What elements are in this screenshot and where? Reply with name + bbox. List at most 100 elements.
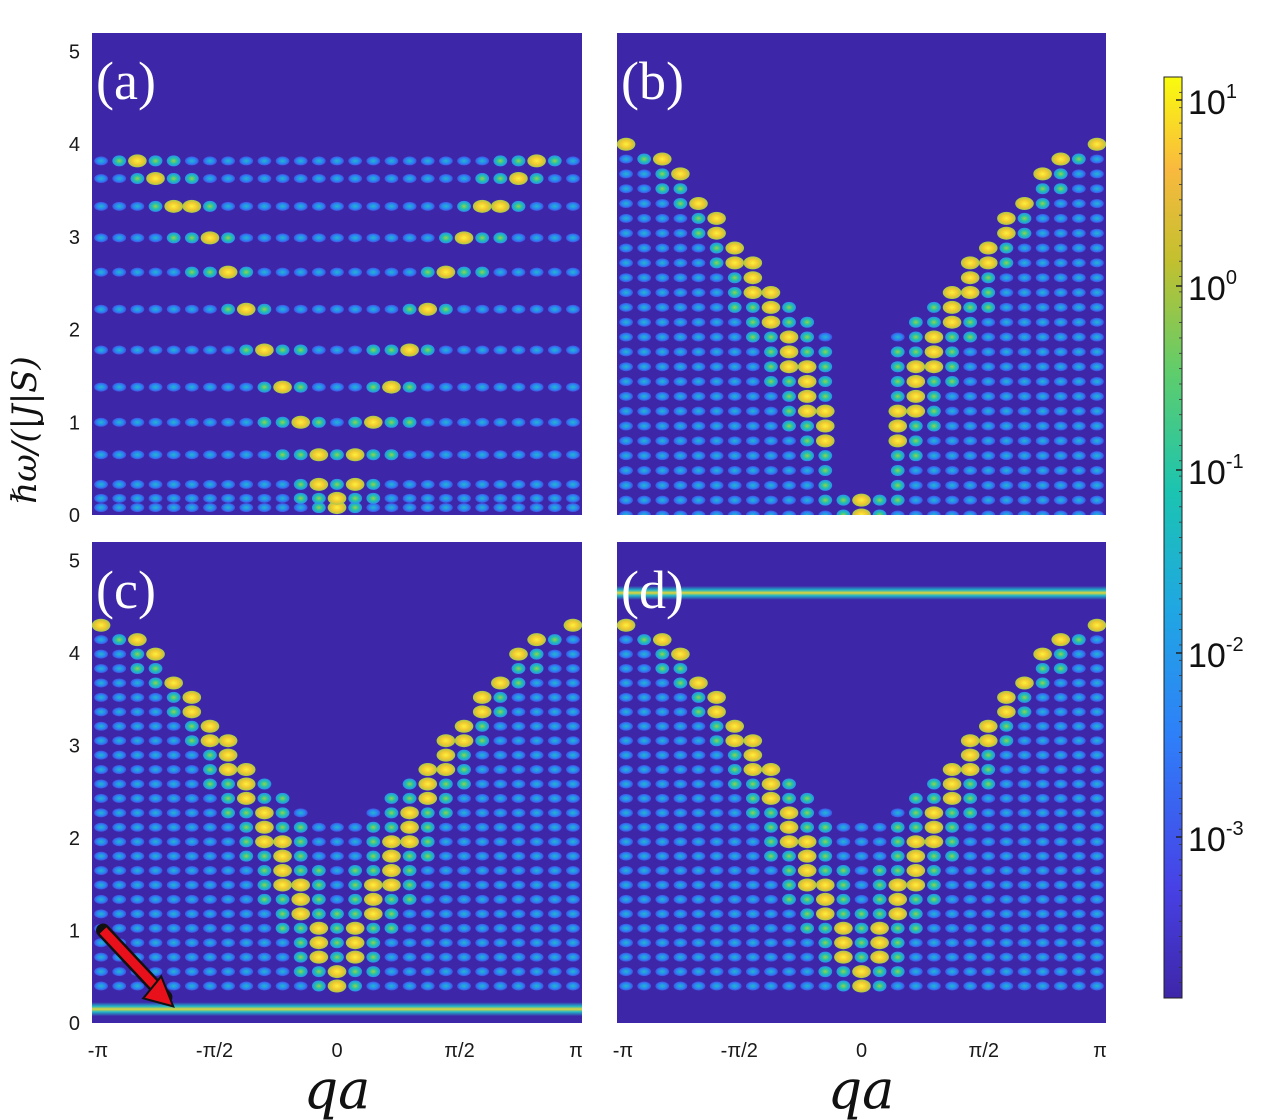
heatmap-cell	[800, 893, 815, 905]
heatmap-cell	[547, 345, 562, 355]
heatmap-cell	[309, 950, 329, 964]
heatmap-cell	[330, 417, 344, 427]
heatmap-cell	[566, 479, 580, 489]
heatmap-cell	[743, 286, 763, 300]
heatmap-cell	[1017, 866, 1032, 876]
heatmap-cell	[457, 493, 471, 503]
heatmap-cell	[221, 382, 236, 392]
heatmap-cell	[511, 952, 526, 962]
heatmap-cell	[348, 837, 363, 847]
heatmap-cell	[475, 493, 490, 503]
heatmap-cell	[945, 894, 959, 904]
heatmap-cell	[112, 736, 127, 746]
heatmap-cell	[366, 966, 381, 978]
heatmap-cell	[655, 480, 670, 490]
heatmap-cell	[727, 406, 742, 416]
heatmap-cell	[797, 849, 817, 863]
heatmap-cell	[348, 879, 363, 891]
heatmap-cell	[363, 415, 383, 429]
heatmap-cell	[872, 893, 887, 905]
heatmap-cell	[184, 894, 199, 904]
heatmap-cell	[475, 894, 490, 904]
heatmap-cell	[327, 979, 347, 993]
heatmap-cell	[438, 778, 453, 790]
heatmap-cell	[166, 155, 181, 167]
heatmap-cell	[655, 909, 670, 919]
heatmap-cell	[547, 678, 562, 688]
heatmap-cell	[457, 156, 471, 166]
heatmap-cell	[112, 664, 127, 674]
heatmap-cell	[184, 382, 199, 392]
heatmap-cell	[745, 938, 760, 948]
heatmap-cell	[945, 495, 959, 505]
heatmap-cell	[779, 820, 799, 834]
heatmap-cell	[927, 850, 941, 862]
heatmap-cell	[673, 808, 688, 818]
heatmap-cell	[655, 648, 670, 660]
heatmap-cell	[112, 894, 127, 904]
heatmap-cell	[890, 865, 905, 877]
heatmap-cell	[1035, 183, 1050, 195]
heatmap-cell	[547, 479, 562, 489]
heatmap-cell	[743, 734, 763, 748]
heatmap-cell	[908, 420, 923, 432]
heatmap-cell	[655, 851, 670, 861]
heatmap-cell	[1053, 938, 1068, 948]
heatmap-cell	[637, 377, 652, 387]
heatmap-cell	[927, 495, 941, 505]
heatmap-cell	[745, 866, 760, 876]
heatmap-cell	[148, 304, 163, 314]
heatmap-cell	[1090, 466, 1104, 476]
heatmap-cell	[906, 878, 926, 892]
heatmap-cell	[981, 466, 996, 476]
heatmap-cell	[673, 981, 688, 991]
heatmap-cell	[511, 707, 526, 717]
heatmap-cell	[275, 156, 290, 166]
heatmap-cell	[475, 967, 490, 977]
heatmap-cell	[566, 938, 580, 948]
heatmap-cell	[745, 967, 760, 977]
heatmap-cell	[1071, 213, 1086, 223]
heatmap-cell	[509, 647, 528, 661]
heatmap-cell	[745, 347, 760, 357]
heatmap-cell	[963, 510, 978, 515]
heatmap-cell	[384, 416, 399, 428]
heatmap-cell	[1071, 347, 1086, 357]
heatmap-cell	[436, 265, 456, 279]
heatmap-cell	[673, 273, 688, 283]
heatmap-cell	[255, 343, 274, 357]
heatmap-cell	[94, 635, 108, 645]
heatmap-cell	[800, 466, 815, 476]
heatmap-cell	[800, 821, 815, 833]
heatmap-cell	[924, 820, 944, 834]
heatmap-cell	[1090, 721, 1104, 731]
heatmap-cell	[1071, 169, 1086, 179]
colorbar-tick-label: 100	[1188, 267, 1237, 308]
heatmap-cell	[927, 436, 941, 446]
heatmap-cell	[1090, 880, 1104, 890]
heatmap-cell	[1071, 302, 1086, 312]
heatmap-cell	[1035, 302, 1050, 312]
heatmap-cell	[637, 391, 652, 401]
heatmap-cell	[221, 822, 236, 832]
heatmap-cell	[619, 721, 633, 731]
heatmap-cell	[148, 952, 163, 962]
heatmap-cell	[852, 508, 871, 515]
heatmap-cell	[908, 331, 923, 343]
heatmap-cell	[709, 362, 724, 372]
heatmap-cell	[764, 909, 778, 919]
heatmap-cell	[999, 750, 1014, 760]
heatmap-cell	[761, 791, 781, 805]
heatmap-cell	[888, 419, 908, 433]
heatmap-cell	[854, 937, 869, 949]
heatmap-cell	[94, 779, 108, 789]
x-tick-label: 0	[856, 1040, 867, 1062]
heatmap-cell	[1017, 736, 1032, 746]
heatmap-cell	[454, 734, 474, 748]
heatmap-cell	[673, 406, 688, 416]
heatmap-cell	[727, 822, 742, 832]
heatmap-cell	[94, 156, 108, 166]
heatmap-cell	[673, 779, 688, 789]
heatmap-cell	[112, 750, 127, 760]
